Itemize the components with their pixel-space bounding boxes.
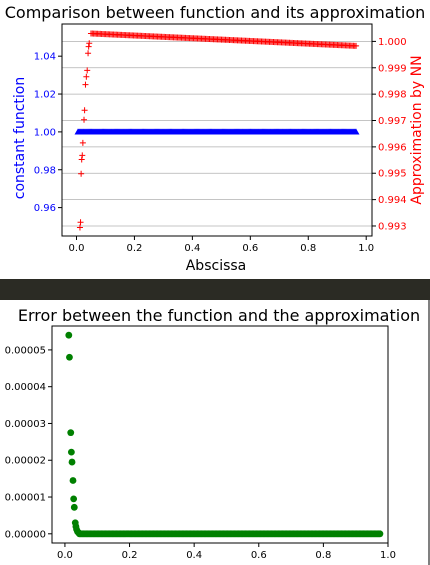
- chart1-y2-tick-label: 0.997: [378, 116, 407, 127]
- chart1-point-approximation: [353, 42, 360, 49]
- chart1-point-approximation: [79, 139, 86, 146]
- chart2-x-tick-label: 0.8: [315, 550, 331, 561]
- chart2-point-error: [67, 448, 75, 456]
- chart2-y-tick-label: 0.00004: [5, 382, 46, 393]
- chart1-title: Comparison between function and its appr…: [5, 3, 426, 22]
- chart2-x-tick-label: 1.0: [380, 550, 396, 561]
- chart1-point-approximation: [78, 156, 85, 163]
- chart2-point-error: [70, 495, 78, 503]
- chart2-x-tick-label: 0.0: [57, 550, 73, 561]
- chart2-x-tick-label: 0.6: [251, 550, 267, 561]
- chart1-y2-tick-label: 0.995: [378, 169, 407, 180]
- chart1-x-tick-label: 0.0: [69, 243, 85, 254]
- chart2-x-tick-label: 0.4: [186, 550, 202, 561]
- chart1-x-tick-label: 0.2: [126, 243, 142, 254]
- chart1-y-tick-label: 1.00: [34, 127, 56, 138]
- chart2-x-ticks: 0.0 0.2 0.4 0.6 0.8 1.0: [57, 543, 396, 561]
- chart2-y-tick-label: 0.00000: [5, 529, 46, 540]
- chart1-y2-ticks: 0.993 0.994 0.995 0.996 0.997 0.998 0.999 1.000: [372, 37, 407, 232]
- chart1-point-approximation: [79, 152, 86, 159]
- chart1-point-approximation: [76, 224, 83, 231]
- chart2-y-tick-label: 0.00005: [5, 345, 46, 356]
- chart2-point-error: [70, 503, 78, 511]
- chart2-point-error: [65, 331, 73, 339]
- chart1-point-approximation: [85, 43, 92, 50]
- separator-bar: [0, 279, 430, 300]
- chart2-title: Error between the function and the appro…: [18, 306, 420, 325]
- chart1-y2-tick-label: 0.999: [378, 63, 407, 74]
- chart1-plot-frame: [61, 23, 373, 237]
- chart1-point-approximation: [78, 170, 85, 177]
- chart1-point-approximation: [82, 81, 89, 88]
- chart2-x-tick-label: 0.2: [122, 550, 138, 561]
- chart2-point-error: [69, 477, 77, 484]
- chart2-point-error: [68, 458, 76, 466]
- chart1-point-constant: [352, 128, 360, 135]
- chart1-y-label: constant function: [12, 77, 28, 200]
- chart1-x-tick-label: 0.8: [300, 243, 316, 254]
- chart1-point-approximation: [81, 107, 88, 114]
- chart1-x-tick-label: 0.6: [242, 243, 258, 254]
- chart2-series-error: [65, 331, 384, 538]
- chart1-series-approximation: [76, 30, 360, 231]
- chart1-point-approximation: [77, 219, 84, 226]
- chart1-x-tick-label: 1.0: [358, 243, 374, 254]
- chart1-y-ticks: 0.96 0.98 1.00 1.02 1.04: [34, 52, 62, 214]
- chart1-y2-tick-label: 1.000: [378, 37, 407, 48]
- chart1-point-approximation: [85, 50, 92, 57]
- chart1-y2-label: Approximation by NN: [409, 55, 425, 204]
- chart1-point-approximation: [81, 116, 88, 123]
- chart1-y2-tick-label: 0.993: [378, 221, 407, 232]
- chart1-series-constant: [74, 128, 360, 135]
- chart2-y-tick-label: 0.00001: [5, 493, 46, 504]
- chart1-y-tick-label: 1.02: [34, 90, 56, 101]
- chart2-point-error: [66, 353, 73, 361]
- chart2-y-tick-label: 0.00002: [5, 456, 46, 467]
- chart1-y2-tick-label: 0.998: [378, 90, 407, 101]
- chart2-point-error: [67, 429, 75, 437]
- chart-comparison: Comparison between function and its appr…: [5, 3, 426, 274]
- chart-error: Error between the function and the appro…: [5, 306, 421, 561]
- chart1-point-approximation: [83, 73, 90, 80]
- chart1-point-approximation: [86, 40, 93, 47]
- chart1-y2-tick-label: 0.994: [378, 195, 407, 206]
- chart1-grid: [62, 41, 372, 227]
- chart2-plot-frame: [51, 325, 389, 544]
- chart1-point-approximation: [84, 67, 91, 74]
- chart2-y-ticks: 0.00000 0.00001 0.00002 0.00003 0.00004 0.000…: [5, 345, 52, 540]
- chart1-y2-tick-label: 0.996: [378, 142, 407, 153]
- chart1-x-tick-label: 0.4: [184, 243, 200, 254]
- chart1-y-tick-label: 0.96: [34, 203, 56, 214]
- chart2-y-tick-label: 0.00003: [5, 419, 46, 430]
- chart1-x-label: Abscissa: [186, 258, 247, 274]
- chart1-y-tick-label: 0.98: [34, 165, 56, 176]
- chart2-point-error: [376, 530, 384, 538]
- chart1-y-tick-label: 1.04: [34, 52, 56, 63]
- chart1-x-ticks: 0.0 0.2 0.4 0.6 0.8 1.0: [69, 236, 374, 254]
